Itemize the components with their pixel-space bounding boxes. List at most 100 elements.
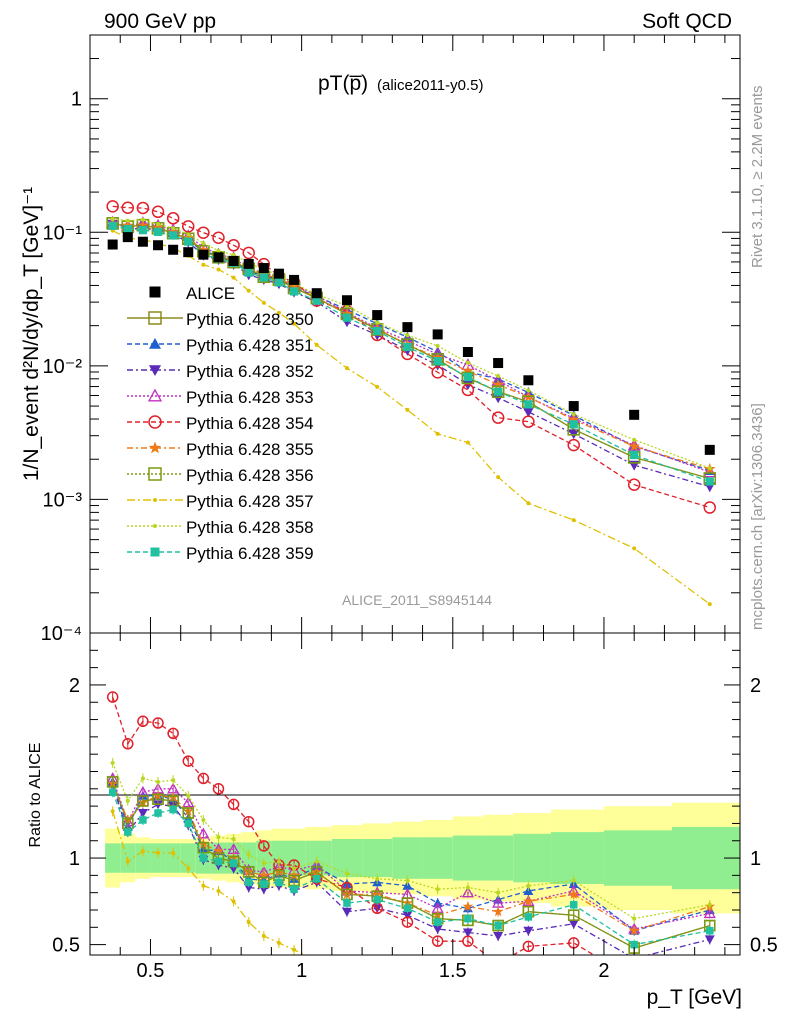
data-point bbox=[568, 401, 579, 412]
legend-marker bbox=[149, 365, 161, 376]
mc-ratio-point bbox=[231, 837, 236, 842]
mc-point bbox=[184, 237, 193, 246]
legend-marker bbox=[153, 498, 157, 502]
ratio-ylabel: Ratio to ALICE bbox=[27, 743, 44, 848]
mc-ratio-point bbox=[125, 859, 130, 864]
mc-ratio-point bbox=[493, 959, 503, 969]
mc-point bbox=[156, 222, 161, 227]
mc-ratio-point bbox=[169, 805, 177, 814]
data-point bbox=[228, 255, 239, 266]
mc-ratio-point bbox=[182, 755, 195, 767]
mc-ratio-point bbox=[345, 976, 349, 980]
mc-ratio-point bbox=[523, 926, 534, 936]
mc-point bbox=[567, 438, 580, 452]
mc-ratio-point bbox=[212, 783, 225, 795]
mc-ratio-point bbox=[524, 913, 533, 921]
mc-ratio-point bbox=[227, 798, 240, 811]
mc-ratio-point bbox=[124, 828, 132, 836]
data-point bbox=[273, 268, 284, 279]
mc-point bbox=[341, 307, 353, 319]
uncertainty-band-inner bbox=[105, 843, 121, 873]
data-point bbox=[289, 274, 300, 285]
mc-ratio-point bbox=[125, 798, 130, 803]
mc-ratio-point bbox=[315, 958, 319, 962]
mc-ratio-point bbox=[462, 935, 474, 947]
uncertainty-band-inner bbox=[513, 833, 552, 883]
legend-marker bbox=[148, 415, 162, 429]
mc-ratio-point bbox=[704, 935, 715, 945]
mc-ratio-point bbox=[199, 854, 208, 862]
mc-point bbox=[197, 244, 210, 256]
legend-label: Pythia 6.428 351 bbox=[186, 336, 314, 355]
ratio-ticks bbox=[89, 633, 740, 955]
data-point bbox=[122, 232, 133, 243]
legend: ALICE Pythia 6.428 350 Pythia 6.428 351 Pyt… bbox=[127, 284, 314, 563]
mc-ratio-point bbox=[312, 875, 321, 883]
mc-ratio-series-9 bbox=[108, 787, 714, 950]
mc-ratio-point bbox=[184, 819, 193, 828]
mc-point bbox=[182, 220, 195, 233]
mc-ratio-point bbox=[526, 1008, 530, 1012]
mc-ratio-series-4 bbox=[106, 691, 715, 972]
mc-ratio-point bbox=[705, 962, 715, 972]
mc-point bbox=[152, 221, 164, 233]
mc-point bbox=[259, 273, 268, 282]
mc-point bbox=[431, 366, 444, 379]
mc-ratio-point bbox=[213, 845, 224, 856]
legend-label: Pythia 6.428 355 bbox=[186, 440, 314, 459]
legend-marker bbox=[150, 547, 160, 557]
mc-point bbox=[201, 241, 206, 246]
legend-marker bbox=[149, 338, 161, 349]
mc-point bbox=[632, 437, 637, 442]
mc-point bbox=[242, 246, 255, 260]
mc-ratio-point bbox=[344, 871, 349, 876]
mc-point bbox=[524, 400, 533, 409]
legend-label: Pythia 6.428 356 bbox=[186, 466, 314, 485]
mc-ratio-line bbox=[112, 762, 710, 920]
mc-line bbox=[112, 218, 711, 469]
mc-ratio-point bbox=[156, 850, 161, 855]
mc-ratio-point bbox=[375, 979, 379, 983]
mc-ratio-point bbox=[465, 885, 470, 890]
uncertainty-band-inner bbox=[551, 832, 604, 885]
mc-point bbox=[121, 201, 135, 214]
mc-point bbox=[244, 268, 253, 277]
data-point bbox=[213, 252, 224, 263]
mc-ratio-point bbox=[629, 925, 640, 936]
mc-ratio-point bbox=[405, 988, 409, 992]
data-point bbox=[243, 258, 254, 269]
mc-ratio-point bbox=[276, 859, 281, 864]
mc-ratio-series-7 bbox=[110, 806, 530, 1012]
main-panel: 1 10⁻¹ 10⁻² 10⁻³ 10⁻⁴ pT(p̅) (alice2011-y0.5… bbox=[20, 34, 741, 645]
data-point bbox=[137, 236, 148, 247]
mc-ratio-point bbox=[110, 760, 115, 765]
mc-point bbox=[166, 212, 180, 225]
mc-point bbox=[140, 217, 145, 222]
mc-point bbox=[123, 224, 132, 234]
mc-point bbox=[492, 378, 504, 390]
legend-marker bbox=[153, 524, 157, 528]
data-point bbox=[153, 240, 164, 251]
mc-ratio-point bbox=[706, 927, 714, 935]
mc-ratio-point bbox=[167, 727, 179, 740]
mc-point bbox=[526, 388, 531, 393]
mc-point bbox=[261, 300, 266, 305]
legend-marker-data bbox=[149, 286, 161, 298]
mc-point bbox=[435, 431, 440, 436]
mc-point bbox=[526, 501, 531, 506]
data-point bbox=[258, 263, 269, 274]
mc-point bbox=[569, 420, 578, 429]
mc-point bbox=[461, 383, 475, 397]
mc-ratio-point bbox=[462, 928, 473, 938]
mc-ratio-point bbox=[526, 883, 531, 888]
mc-point bbox=[106, 200, 119, 213]
mc-point bbox=[151, 205, 165, 219]
xtick-label: 0.5 bbox=[137, 960, 165, 982]
mc-point bbox=[344, 366, 349, 371]
data-point bbox=[629, 409, 640, 420]
mc-point bbox=[630, 450, 639, 460]
mc-point bbox=[108, 221, 117, 230]
uncertainty-band-inner bbox=[392, 837, 423, 879]
data-point bbox=[372, 310, 383, 321]
mc-point bbox=[568, 413, 580, 425]
